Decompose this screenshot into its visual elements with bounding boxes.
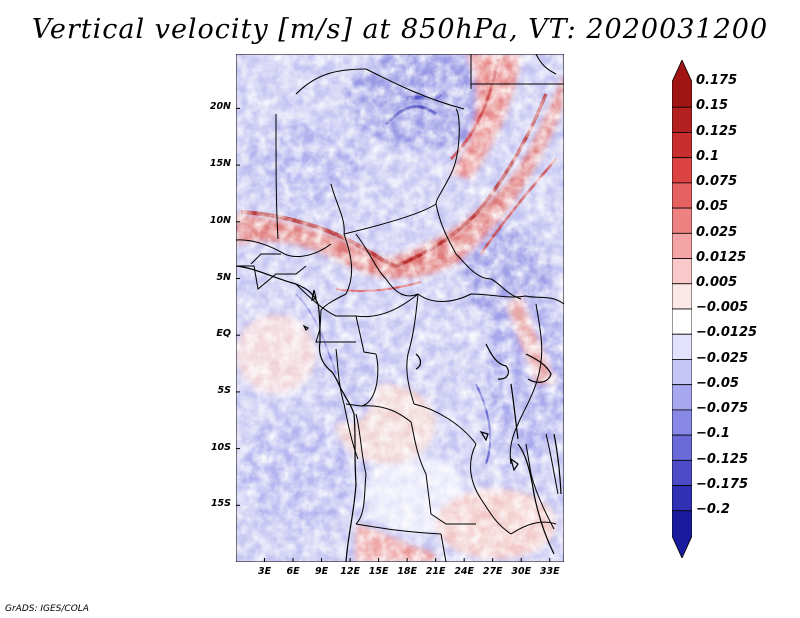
colorbar-segment: [672, 359, 692, 386]
colorbar-label: −0.0125: [696, 325, 758, 341]
lat-label: EQ: [216, 328, 231, 340]
grads-credit: GrADS: IGES/COLA: [5, 604, 89, 614]
colorbar-segment: [672, 308, 692, 335]
lat-label: 15S: [210, 498, 231, 510]
colorbar-segment: [672, 485, 692, 512]
lon-label: 21E: [425, 566, 446, 577]
colorbar-segment: [672, 60, 692, 108]
lon-label: 27E: [482, 566, 503, 577]
colorbar-segment: [672, 333, 692, 360]
colorbar-segment: [672, 182, 692, 209]
lat-label: 5S: [217, 384, 231, 396]
colorbar-label: −0.075: [696, 401, 749, 417]
colorbar-segment: [672, 510, 692, 558]
colorbar-segment: [672, 459, 692, 486]
lon-label: 12E: [340, 566, 360, 577]
coastline: [236, 265, 562, 562]
colorbar-segment: [672, 207, 692, 234]
lat-label: 5N: [216, 271, 231, 283]
colorbar-label: −0.2: [696, 502, 730, 517]
country-borders: [236, 54, 564, 562]
lat-label: 15N: [209, 158, 231, 170]
colorbar-label: 0.1: [696, 148, 720, 164]
colorbar-segment: [672, 258, 692, 285]
colorbar-label: 0.175: [696, 73, 738, 89]
lon-label: 30E: [511, 566, 532, 577]
colorbar-segment: [672, 232, 692, 259]
colorbar-segment: [672, 157, 692, 184]
colorbar-label: −0.175: [696, 476, 749, 492]
colorbar-label: −0.1: [696, 426, 730, 442]
lat-label: 10N: [209, 214, 231, 226]
lon-label: 24E: [454, 566, 475, 577]
velocity-field: [236, 54, 564, 562]
colorbar-segment: [672, 283, 692, 310]
colorbar-segment: [672, 384, 692, 411]
colorbar-label: −0.125: [696, 451, 749, 467]
colorbar-label: −0.025: [696, 350, 749, 366]
colorbar-label: −0.05: [696, 375, 739, 391]
lon-label: 15E: [368, 566, 389, 577]
colorbar-label: 0.025: [696, 224, 738, 240]
map-panel: [236, 54, 564, 562]
lon-label: 9E: [315, 566, 329, 577]
colorbar-segment: [672, 409, 692, 436]
lat-label: 10S: [210, 441, 231, 453]
colorbar-label: −0.005: [696, 300, 749, 316]
colorbar-label: 0.05: [696, 199, 729, 215]
colorbar-label: 0.005: [696, 275, 738, 290]
colorbar-segment: [672, 132, 692, 159]
colorbar-label: 0.15: [696, 98, 729, 114]
colorbar-segment: [672, 434, 692, 461]
axis-ticks: [236, 107, 551, 562]
colorbar-segment: [672, 106, 692, 133]
lon-label: 33E: [539, 566, 560, 577]
lat-label: 20N: [209, 101, 231, 113]
colorbar-label: 0.125: [696, 123, 738, 139]
colorbar-label: 0.0125: [696, 249, 747, 265]
lon-label: 18E: [397, 566, 417, 577]
vertical-velocity-map: [236, 54, 564, 562]
lon-label: 6E: [286, 566, 300, 577]
colorbar: [672, 60, 692, 558]
colorbar-label: 0.075: [696, 174, 738, 190]
chart-title: Vertical velocity [m/s] at 850hPa, VT: 2…: [31, 14, 769, 45]
lon-label: 3E: [257, 566, 272, 577]
